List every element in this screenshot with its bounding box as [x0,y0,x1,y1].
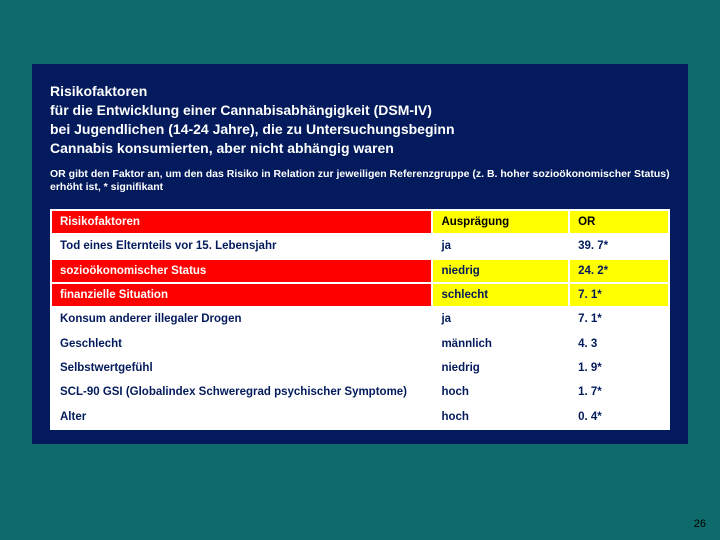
table-row: Geschlechtmännlich4. 3 [52,333,668,355]
table-row: SCL-90 GSI (Globalindex Schweregrad psyc… [52,381,668,403]
table-row: finanzielle Situationschlecht7. 1* [52,284,668,306]
table-header-row: Risikofaktoren Ausprägung OR [52,211,668,233]
cell-expression: ja [433,235,568,257]
col-header-or: OR [570,211,668,233]
title-line: bei Jugendlichen (14-24 Jahre), die zu U… [50,121,455,137]
title-line: Cannabis konsumierten, aber nicht abhäng… [50,140,394,156]
cell-factor: Konsum anderer illegaler Drogen [52,308,431,330]
cell-expression: männlich [433,333,568,355]
cell-or: 0. 4* [570,406,668,428]
cell-factor: finanzielle Situation [52,284,431,306]
cell-or: 4. 3 [570,333,668,355]
cell-expression: niedrig [433,260,568,282]
table-row: Selbstwertgefühlniedrig1. 9* [52,357,668,379]
cell-factor: Alter [52,406,431,428]
cell-expression: schlecht [433,284,568,306]
cell-factor: sozioökonomischer Status [52,260,431,282]
cell-factor: Geschlecht [52,333,431,355]
cell-factor: Tod eines Elternteils vor 15. Lebensjahr [52,235,431,257]
col-header-factor: Risikofaktoren [52,211,431,233]
cell-factor: Selbstwertgefühl [52,357,431,379]
col-header-expression: Ausprägung [433,211,568,233]
cell-expression: niedrig [433,357,568,379]
cell-expression: ja [433,308,568,330]
cell-or: 7. 1* [570,284,668,306]
cell-or: 1. 9* [570,357,668,379]
cell-factor: SCL-90 GSI (Globalindex Schweregrad psyc… [52,381,431,403]
slide-subtitle: OR gibt den Faktor an, um den das Risiko… [50,168,670,195]
title-line: für die Entwicklung einer Cannabisabhäng… [50,102,432,118]
risk-factors-table: Risikofaktoren Ausprägung OR Tod eines E… [50,209,670,430]
table-row: Konsum anderer illegaler Drogenja7. 1* [52,308,668,330]
table-row: sozioökonomischer Statusniedrig24. 2* [52,260,668,282]
content-panel: Risikofaktoren für die Entwicklung einer… [32,64,688,444]
page-number: 26 [694,518,706,530]
cell-expression: hoch [433,406,568,428]
cell-or: 39. 7* [570,235,668,257]
table-row: Tod eines Elternteils vor 15. Lebensjahr… [52,235,668,257]
title-line: Risikofaktoren [50,83,147,99]
cell-expression: hoch [433,381,568,403]
cell-or: 24. 2* [570,260,668,282]
cell-or: 1. 7* [570,381,668,403]
table-row: Alterhoch0. 4* [52,406,668,428]
slide-title: Risikofaktoren für die Entwicklung einer… [50,82,670,158]
cell-or: 7. 1* [570,308,668,330]
